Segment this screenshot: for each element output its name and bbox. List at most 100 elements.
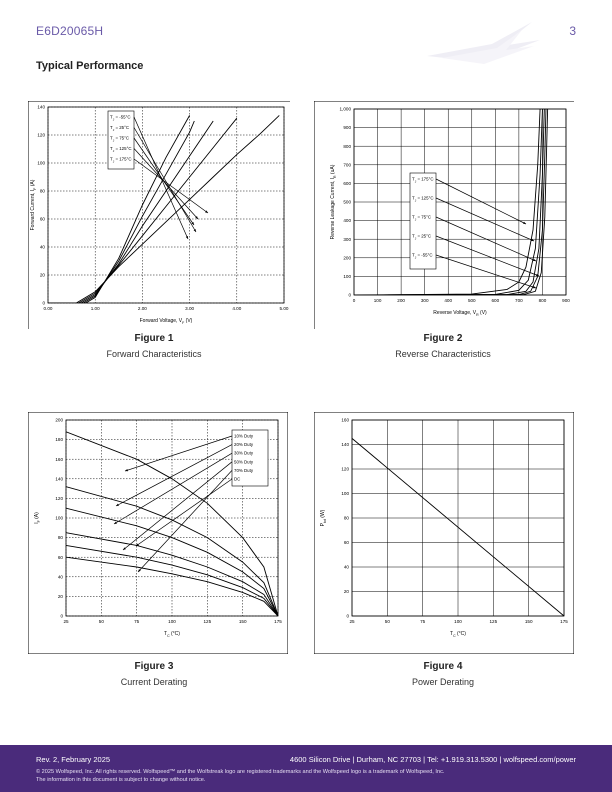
y-tick-label: 120 — [55, 496, 63, 501]
chart-reverse-characteristics: 0 100 200 300 400 500 600 700 800 900 0 100 200 300 40… — [314, 101, 574, 329]
y-tick-label: 60 — [58, 555, 64, 560]
x-tick-label: 150 — [525, 619, 533, 624]
x-tick-label: 300 — [421, 298, 429, 303]
series-line-1 — [66, 431, 278, 616]
legend-leader-line — [124, 435, 233, 472]
plot-area-border — [351, 419, 565, 617]
figure-3-current-derating: 25 50 75 100 125 150 175 0 20 40 60 80 100 120 140 160 1… — [28, 412, 288, 654]
series-line-3 — [66, 507, 278, 616]
legend-entry: 50% Duty — [234, 459, 254, 464]
x-tick-label: 100 — [454, 619, 462, 624]
footer-legal: © 2025 Wolfspeed, Inc. All rights reserv… — [36, 768, 576, 784]
legend-arrowhead — [531, 238, 534, 241]
x-tick-label: 0.00 — [44, 306, 53, 311]
y-axis-label: Reverse Leakage Current, IR (uA) — [330, 164, 337, 239]
y-tick-label: 60 — [344, 540, 350, 545]
y-tick-label: 60 — [40, 217, 46, 222]
y-tick-label: 900 — [343, 125, 351, 130]
y-tick-label: 200 — [55, 418, 63, 423]
y-tick-label: 40 — [344, 565, 350, 570]
y-tick-label: 0 — [348, 293, 351, 298]
x-tick-label: 3.00 — [185, 306, 194, 311]
y-axis-label: Ptot (W) — [320, 509, 327, 526]
y-tick-label: 80 — [40, 189, 46, 194]
legend-arrowhead — [116, 503, 119, 506]
y-tick-label: 300 — [343, 237, 351, 242]
plot-area-border — [47, 106, 285, 304]
figure-2-subtitle: Reverse Characteristics — [395, 349, 491, 359]
x-axis-label: Reverse Voltage, VR (V) — [433, 310, 487, 317]
legend-box — [409, 172, 437, 270]
y-tick-label: 0 — [42, 301, 45, 306]
x-tick-label: 700 — [515, 298, 523, 303]
y-tick-label: 140 — [55, 476, 63, 481]
plot-area-border — [65, 419, 279, 617]
page-footer: Rev. 2, February 2025 4600 Silicon Drive… — [0, 745, 612, 792]
legend-arrowhead — [136, 543, 139, 546]
y-tick-label: 400 — [343, 218, 351, 223]
x-tick-label: 200 — [397, 298, 405, 303]
legend-entry: TJ = 75°C — [412, 215, 431, 222]
legend-leader-line — [122, 461, 233, 551]
y-tick-label: 800 — [343, 144, 351, 149]
series-line-2 — [48, 120, 195, 303]
legend-arrowhead — [205, 210, 208, 213]
y-tick-label: 200 — [343, 255, 351, 260]
x-tick-label: 75 — [134, 619, 140, 624]
y-tick-label: 100 — [341, 491, 349, 496]
legend-leader-line — [137, 470, 233, 573]
legend-arrowhead — [125, 469, 128, 472]
legend-leader-line — [133, 127, 197, 233]
figure-1-title: Figure 1 — [134, 333, 174, 344]
legend-entry: TJ = 25°C — [110, 125, 129, 132]
y-tick-label: 20 — [344, 589, 350, 594]
y-tick-label: 40 — [58, 574, 64, 579]
x-tick-label: 100 — [168, 619, 176, 624]
legend-arrowhead — [185, 236, 188, 239]
legend-leader-line — [435, 178, 527, 225]
x-tick-label: 600 — [491, 298, 499, 303]
legend-arrowhead — [195, 216, 198, 219]
legend-entry: TJ = 125°C — [110, 146, 132, 153]
x-tick-label: 25 — [63, 619, 69, 624]
legend-arrowhead — [536, 273, 539, 277]
x-tick-label: 2.00 — [138, 306, 147, 311]
legend-leader-line — [115, 444, 233, 507]
y-axis-label: IF (A) — [34, 512, 41, 524]
y-tick-label: 1,000 — [340, 107, 352, 112]
legend-entry: 70% Duty — [234, 468, 254, 473]
footer-address: 4600 Silicon Drive | Durham, NC 27703 | … — [289, 755, 576, 764]
x-tick-label: 175 — [560, 619, 568, 624]
chart-power-derating: 25 50 75 100 125 150 175 0 20 40 60 80 100 120 140 160 T… — [314, 412, 574, 654]
legend-entry: 30% Duty — [234, 451, 254, 456]
figure-2-title: Figure 2 — [423, 333, 463, 344]
x-tick-label: 800 — [539, 298, 547, 303]
series-line-6 — [66, 556, 278, 616]
footer-legal-line-1: © 2025 Wolfspeed, Inc. All rights reserv… — [36, 769, 445, 775]
legend-arrowhead — [523, 221, 526, 224]
legend-arrowhead — [114, 521, 117, 524]
figure-3-title: Figure 3 — [134, 661, 174, 672]
y-tick-label: 700 — [343, 162, 351, 167]
y-tick-label: 100 — [343, 274, 351, 279]
y-tick-label: 160 — [341, 418, 349, 423]
series-line-1 — [354, 109, 541, 295]
y-tick-label: 140 — [341, 442, 349, 447]
y-tick-label: 180 — [55, 437, 63, 442]
legend-entry: TJ = 125°C — [412, 196, 434, 203]
legend-entry: TJ = 75°C — [110, 136, 129, 143]
x-tick-label: 50 — [385, 619, 391, 624]
figure-4-power-derating: 25 50 75 100 125 150 175 0 20 40 60 80 100 120 140 160 T… — [314, 412, 574, 654]
figure-3-subtitle: Current Derating — [120, 677, 188, 687]
x-axis-label: Forward Voltage, VF (V) — [140, 318, 193, 325]
series-line-2 — [66, 486, 278, 616]
footer-legal-line-2: The information in this document is subj… — [36, 777, 206, 783]
x-tick-label: 900 — [562, 298, 570, 303]
series-line-3 — [48, 120, 214, 303]
series-line-5 — [66, 544, 278, 616]
footer-revision: Rev. 2, February 2025 — [36, 755, 111, 764]
figure-1-subtitle: Forward Characteristics — [106, 349, 202, 359]
x-tick-label: 75 — [420, 619, 426, 624]
x-tick-label: 5.00 — [280, 306, 289, 311]
series-line-4 — [48, 117, 238, 303]
